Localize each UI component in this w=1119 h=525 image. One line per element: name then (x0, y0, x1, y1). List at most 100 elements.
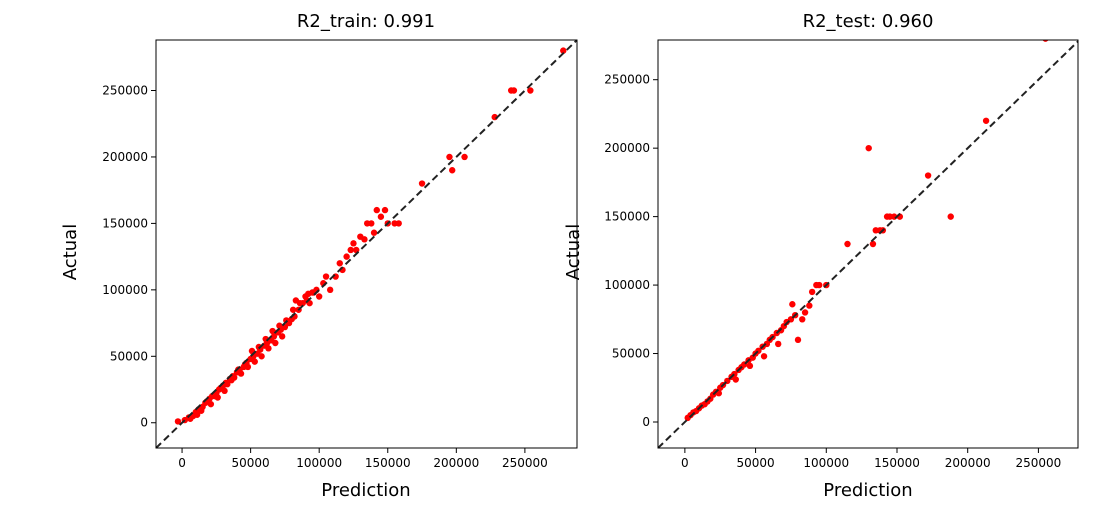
train-point (258, 353, 265, 360)
train-point (198, 407, 205, 414)
train-point (560, 47, 567, 54)
train-point (461, 153, 468, 161)
train-point (336, 260, 343, 267)
train-points (174, 47, 567, 425)
train-point (395, 220, 402, 227)
train-point (305, 290, 312, 298)
train-x-ticks: 0 50000 100000 150000 200000 250000 (178, 448, 548, 470)
chart-title-train: R2_train: 0.991 (297, 11, 435, 32)
train-y-tick-label: 50000 (110, 349, 148, 363)
train-point (381, 206, 389, 214)
train-point (193, 411, 201, 418)
test-point (982, 117, 990, 124)
test-point (806, 302, 813, 309)
test-y-tick-label: 200000 (604, 141, 650, 155)
train-point (343, 253, 350, 260)
train-point (214, 394, 221, 401)
test-point (816, 281, 823, 289)
test-point (865, 144, 872, 152)
train-y-tick-label: 200000 (102, 150, 148, 164)
train-point (228, 377, 235, 384)
y-axis-label-train: Actual (60, 224, 81, 280)
x-axis-label-test: Prediction (823, 480, 912, 501)
test-y-tick-label: 50000 (612, 347, 650, 361)
train-point (251, 358, 258, 365)
test-x-tick-label: 250000 (1015, 456, 1061, 470)
train-x-tick-label: 250000 (502, 456, 548, 470)
train-point (265, 345, 272, 352)
test-y-ticks: 0 50000 100000 150000 200000 250000 (604, 73, 658, 429)
train-y-tick-label: 0 (140, 416, 148, 430)
test-reference-line (658, 40, 1078, 448)
test-point (947, 213, 954, 220)
train-point (527, 87, 534, 94)
train-point (449, 167, 456, 174)
train-point (361, 236, 368, 243)
test-x-tick-label: 200000 (945, 456, 991, 470)
train-point (446, 153, 453, 161)
train-x-tick-label: 0 (178, 456, 186, 470)
test-point (760, 353, 768, 360)
train-point (278, 333, 286, 340)
train-x-tick-label: 150000 (365, 456, 411, 470)
train-point (221, 387, 228, 395)
train-point (350, 240, 357, 247)
subplot-train: R2_train: 0.991 0 50000 100000 150000 200000… (60, 11, 578, 501)
train-y-tick-label: 100000 (102, 283, 148, 297)
train-point (377, 213, 385, 220)
test-point (844, 240, 851, 248)
test-x-ticks: 0 50000 100000 150000 200000 250000 (681, 448, 1061, 470)
test-point (808, 288, 816, 296)
train-plot-frame (155, 39, 578, 449)
train-point (315, 293, 323, 300)
test-y-tick-label: 150000 (604, 210, 650, 224)
train-reference-line (156, 40, 577, 448)
test-point (869, 240, 877, 248)
test-y-tick-label: 250000 (604, 73, 650, 87)
test-plot-frame (657, 39, 1079, 449)
train-x-tick-label: 50000 (232, 456, 270, 470)
train-point (224, 381, 231, 388)
train-point (326, 286, 334, 294)
test-point (794, 336, 802, 344)
test-points (684, 40, 1049, 422)
train-point (370, 229, 378, 236)
train-point (289, 306, 297, 313)
train-point (276, 322, 283, 329)
test-point (801, 309, 809, 316)
test-x-tick-label: 150000 (874, 456, 920, 470)
test-point (775, 340, 782, 348)
train-point (347, 246, 354, 254)
train-point (510, 87, 518, 94)
train-point (368, 220, 375, 227)
test-y-tick-label: 0 (642, 415, 650, 429)
train-y-tick-label: 150000 (102, 216, 148, 230)
train-point (174, 418, 182, 425)
test-point (799, 316, 806, 323)
test-x-tick-label: 0 (681, 456, 689, 470)
y-axis-label-test: Actual (563, 224, 584, 280)
subplot-test: R2_test: 0.960 0 50000 100000 150000 200000 2… (563, 11, 1079, 501)
train-point (373, 206, 380, 214)
train-point (270, 333, 278, 340)
train-y-tick-label: 250000 (102, 84, 148, 98)
train-point (322, 273, 330, 280)
train-x-tick-label: 100000 (296, 456, 342, 470)
test-point (732, 376, 739, 383)
train-point (292, 297, 300, 304)
train-y-ticks: 0 50000 100000 150000 200000 250000 (102, 84, 156, 430)
test-point (924, 172, 932, 179)
test-point (1042, 40, 1049, 42)
train-x-tick-label: 200000 (433, 456, 479, 470)
train-point (207, 400, 215, 408)
x-axis-label-train: Prediction (321, 480, 410, 501)
test-point (746, 362, 754, 370)
test-point (789, 301, 796, 308)
test-x-tick-label: 50000 (736, 456, 774, 470)
train-point (418, 180, 426, 187)
chart-title-test: R2_test: 0.960 (803, 11, 934, 32)
test-x-tick-label: 100000 (803, 456, 849, 470)
test-y-tick-label: 100000 (604, 278, 650, 292)
train-point (272, 339, 279, 347)
